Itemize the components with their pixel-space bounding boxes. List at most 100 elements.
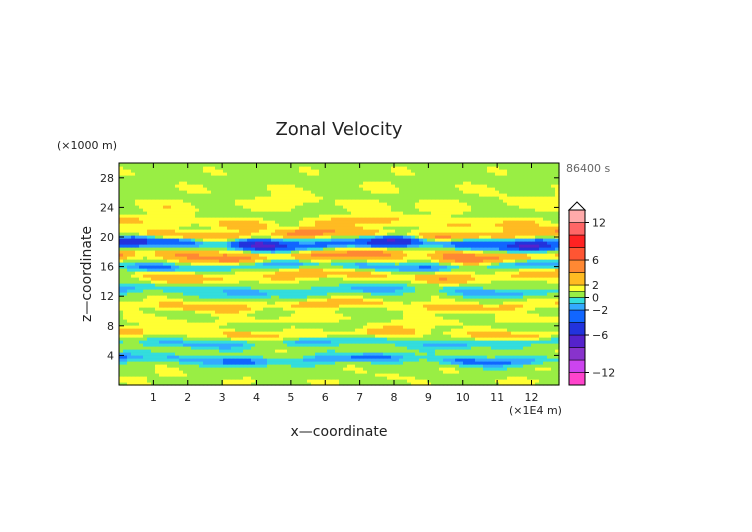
heatmap-cell xyxy=(223,325,228,329)
heatmap-cell xyxy=(339,316,344,320)
heatmap-cell xyxy=(483,253,488,257)
heatmap-cell xyxy=(495,268,500,272)
heatmap-cell xyxy=(515,301,520,305)
heatmap-cell xyxy=(435,373,440,377)
heatmap-cell xyxy=(535,358,540,362)
heatmap-cell xyxy=(287,250,292,254)
heatmap-cell xyxy=(243,316,248,320)
heatmap-cell xyxy=(411,268,416,272)
heatmap-cell xyxy=(463,301,468,305)
heatmap-cell xyxy=(351,337,356,341)
heatmap-cell xyxy=(483,262,488,266)
heatmap-cell xyxy=(371,367,376,371)
heatmap-cell xyxy=(463,307,468,311)
heatmap-cell xyxy=(191,337,196,341)
heatmap-cell xyxy=(123,265,128,269)
heatmap-cell xyxy=(515,364,520,368)
heatmap-cell xyxy=(235,358,240,362)
heatmap-cell xyxy=(303,367,308,371)
heatmap-cell xyxy=(375,316,380,320)
heatmap-cell xyxy=(191,346,196,350)
heatmap-cell xyxy=(215,301,220,305)
heatmap-cell xyxy=(483,277,488,281)
heatmap-cell xyxy=(175,376,180,380)
heatmap-cell xyxy=(311,268,316,272)
heatmap-cell xyxy=(147,277,152,281)
heatmap-cell xyxy=(331,325,336,329)
heatmap-cell xyxy=(155,361,160,365)
heatmap-cell xyxy=(511,367,516,371)
heatmap-cell xyxy=(187,265,192,269)
heatmap-cell xyxy=(231,325,236,329)
heatmap-cell xyxy=(459,379,464,383)
heatmap-cell xyxy=(195,292,200,296)
heatmap-cell xyxy=(219,382,224,386)
heatmap-cell xyxy=(211,313,216,317)
heatmap-cell xyxy=(275,292,280,296)
heatmap-cell xyxy=(555,373,560,377)
heatmap-cell xyxy=(435,352,440,356)
heatmap-cell xyxy=(203,382,208,386)
heatmap-cell xyxy=(219,367,224,371)
heatmap-cell xyxy=(295,292,300,296)
heatmap-cell xyxy=(459,274,464,278)
heatmap-cell xyxy=(271,364,276,368)
heatmap-cell xyxy=(539,313,544,317)
heatmap-cell xyxy=(347,292,352,296)
heatmap-cell xyxy=(263,286,268,290)
heatmap-cell xyxy=(267,265,272,269)
heatmap-cell xyxy=(475,337,480,341)
heatmap-cell xyxy=(163,319,168,323)
heatmap-cell xyxy=(331,340,336,344)
heatmap-cell xyxy=(311,346,316,350)
heatmap-cell xyxy=(535,301,540,305)
heatmap-cell xyxy=(483,319,488,323)
heatmap-cell xyxy=(411,289,416,293)
heatmap-cell xyxy=(223,376,228,380)
heatmap-cell xyxy=(395,265,400,269)
heatmap-cell xyxy=(411,250,416,254)
heatmap-cell xyxy=(315,370,320,374)
heatmap-cell xyxy=(547,280,552,284)
heatmap-cell xyxy=(499,343,504,347)
heatmap-cell xyxy=(491,280,496,284)
heatmap-cell xyxy=(483,379,488,383)
heatmap-cell xyxy=(207,289,212,293)
heatmap-cell xyxy=(427,373,432,377)
heatmap-cell xyxy=(479,352,484,356)
heatmap-cell xyxy=(211,349,216,353)
heatmap-cell xyxy=(531,274,536,278)
heatmap-cell xyxy=(475,355,480,359)
heatmap-cell xyxy=(219,298,224,302)
heatmap-cell xyxy=(251,340,256,344)
heatmap-cell xyxy=(247,334,252,338)
heatmap-cell xyxy=(255,262,260,266)
heatmap-cell xyxy=(327,253,332,257)
heatmap-cell xyxy=(155,274,160,278)
heatmap-cell xyxy=(271,349,276,353)
heatmap-cell xyxy=(207,319,212,323)
heatmap-cell xyxy=(419,325,424,329)
heatmap-cell xyxy=(503,349,508,353)
heatmap-cell xyxy=(367,373,372,377)
heatmap-cell xyxy=(367,283,372,287)
heatmap-cell xyxy=(471,298,476,302)
heatmap-cell xyxy=(219,355,224,359)
heatmap-cell xyxy=(311,331,316,335)
heatmap-cell xyxy=(483,376,488,380)
heatmap-cell xyxy=(239,277,244,281)
heatmap-cell xyxy=(355,352,360,356)
heatmap-cell xyxy=(491,265,496,269)
heatmap-cell xyxy=(343,373,348,377)
heatmap-cell xyxy=(515,325,520,329)
heatmap-cell xyxy=(179,268,184,272)
heatmap-cell xyxy=(491,349,496,353)
heatmap-cell xyxy=(395,262,400,266)
heatmap-cell xyxy=(519,343,524,347)
heatmap-cell xyxy=(139,250,144,254)
heatmap-cell xyxy=(435,292,440,296)
heatmap-cell xyxy=(147,340,152,344)
heatmap-cell xyxy=(243,328,248,332)
heatmap-cell xyxy=(403,289,408,293)
heatmap-cell xyxy=(135,379,140,383)
